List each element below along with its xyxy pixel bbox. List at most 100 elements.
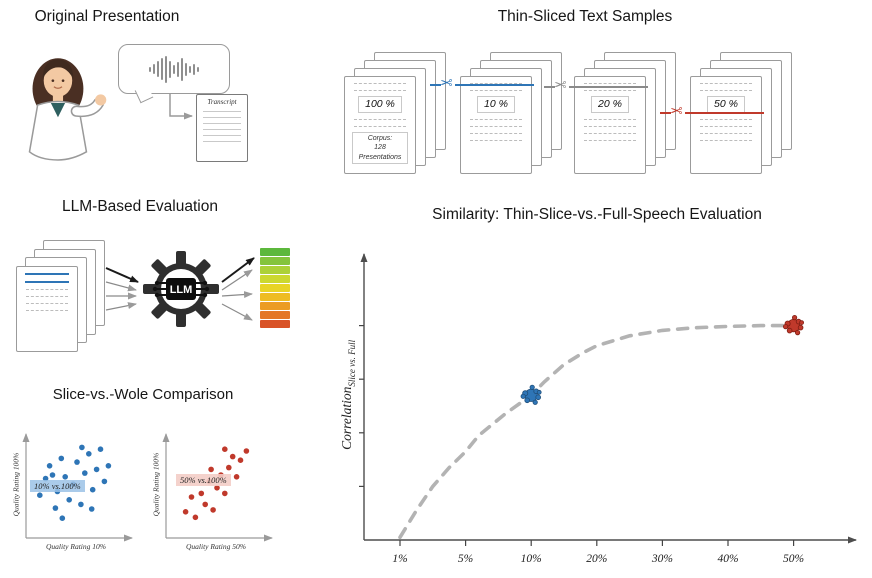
scatter-plot-50pct: Quality Rating 100% 50% vs.100% Quality … (148, 422, 284, 578)
scatter-point (82, 470, 88, 476)
panel-title-original-presentation: Original Presentation (34, 8, 180, 25)
x-axis-label: Quality Rating 10% (46, 542, 106, 551)
scissors-icon: ✂ (554, 77, 567, 94)
rating-scale-segment (260, 275, 290, 283)
document-stack-10pct: 10 % ✂ (430, 52, 564, 176)
document-stack-100pct: 100 % Corpus: 128 Presentations (344, 52, 448, 176)
scatter-point (62, 474, 68, 480)
data-point-cluster (520, 393, 526, 399)
scatter-point (229, 453, 236, 460)
scatter-point (78, 501, 84, 508)
rating-scale-segment (260, 311, 290, 319)
scatter-point (192, 514, 199, 521)
scissors-icon: ✂ (440, 75, 453, 92)
panel-title-slice-vs-whole: Slice-vs.-Wole Comparison (52, 386, 234, 403)
scatter-point (79, 444, 85, 451)
x-axis-label: Quality Rating 50% (186, 542, 246, 551)
llm-chip-label: LLM (170, 284, 193, 296)
data-point-cluster (782, 324, 789, 330)
cut-line (569, 86, 648, 88)
scatter-point (105, 463, 112, 469)
scatter-plot-10pct: Quality Rating 100% 10% vs.100% Quality … (8, 422, 144, 578)
data-point-cluster (794, 330, 801, 336)
rating-scale (260, 248, 290, 328)
audio-waveform-icon (119, 45, 229, 93)
scissors-icon: ✂ (670, 103, 683, 120)
similarity-plot-canvas: 1% 5% 10% 20% 30% 40% 50% (359, 253, 857, 565)
llm-gear-icon: LLM (143, 251, 219, 327)
panel-title-llm-evaluation: LLM-Based Evaluation (62, 198, 218, 215)
scatter-point (226, 464, 232, 471)
scatter-point (52, 505, 59, 511)
rating-scale-segment (260, 266, 290, 274)
scatter-point (74, 459, 80, 465)
scatter-point (66, 497, 72, 503)
document-page-front: 100 % Corpus: 128 Presentations (344, 76, 416, 174)
scatter-point (101, 478, 108, 485)
scatter-point (198, 490, 205, 497)
scatter-point (89, 486, 96, 493)
data-point-cluster (799, 320, 805, 325)
slice-size-label: 20 % (591, 96, 629, 113)
data-point-cluster (524, 397, 531, 404)
cut-line (455, 84, 534, 86)
scatter-point (86, 451, 92, 457)
data-point-cluster (535, 394, 542, 401)
rating-scale-segment (260, 302, 290, 310)
x-axis-tick-label: 5% (458, 553, 473, 565)
scatter-point (222, 446, 228, 452)
similarity-curve (398, 323, 796, 540)
data-point-cluster (786, 327, 793, 334)
data-point-cluster (797, 324, 804, 331)
scatter-point (222, 490, 228, 497)
scatter-point (243, 448, 250, 454)
x-axis-tick-label: 40% (717, 553, 738, 565)
document-stack-20pct: 20 % ✂ (544, 52, 678, 176)
cut-line (685, 112, 764, 114)
comparison-band-label: 50% vs.100% (176, 474, 231, 486)
scatter-point (97, 446, 104, 452)
transcript-document: Transcript (196, 94, 248, 162)
x-axis-tick-label: 50% (783, 553, 804, 565)
data-point-cluster (536, 389, 542, 395)
scatter-point (182, 509, 189, 515)
scatter-point (49, 472, 56, 478)
x-axis-tick-label: 1% (392, 553, 407, 565)
corpus-note: Corpus: 128 Presentations (352, 132, 408, 165)
cut-dashes (544, 86, 555, 88)
document-page-front: 20 % (574, 76, 646, 174)
scatter-point (210, 507, 216, 513)
rating-scale-segment (260, 293, 290, 301)
scatter-point (202, 501, 208, 508)
data-point-cluster (791, 315, 798, 321)
slice-size-label: 100 % (358, 96, 402, 113)
scatter-point (59, 515, 66, 521)
cut-dashes (660, 112, 671, 114)
scatter-point (42, 475, 49, 482)
rating-scale-segment (260, 257, 290, 265)
rating-scale-segment (260, 320, 290, 328)
data-point-cluster (532, 399, 538, 405)
document-stack-50pct: 50 % ✂ (660, 52, 794, 176)
scatter-point (208, 466, 214, 473)
scatter-point (214, 485, 220, 491)
scatter-point (58, 455, 65, 462)
slice-size-label: 10 % (477, 96, 515, 113)
llm-flow-arrows (105, 257, 255, 321)
data-point-cluster (529, 384, 535, 390)
transcript-label: Transcript (207, 98, 237, 106)
x-axis-tick-label: 10% (521, 553, 542, 565)
presenter-illustration (28, 58, 107, 161)
panel-title-thin-sliced-samples: Thin-Sliced Text Samples (497, 8, 673, 25)
scatter-plot-10pct-canvas (22, 433, 133, 542)
comparison-band-label: 10% vs.100% (30, 480, 85, 492)
x-axis-tick-label: 20% (586, 553, 607, 565)
scatter-point (37, 492, 43, 498)
y-axis-label: CorrelationSlice vs. Full (339, 339, 357, 450)
scatter-point (237, 457, 244, 463)
document-page-front (16, 266, 78, 352)
x-axis-tick-label: 30% (651, 553, 673, 565)
scatter-point (233, 474, 240, 480)
document-page-front: 10 % (460, 76, 532, 174)
